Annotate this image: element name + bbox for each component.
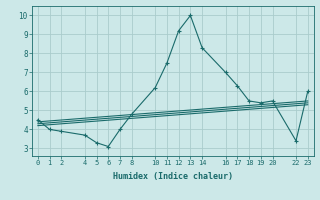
X-axis label: Humidex (Indice chaleur): Humidex (Indice chaleur) bbox=[113, 172, 233, 181]
